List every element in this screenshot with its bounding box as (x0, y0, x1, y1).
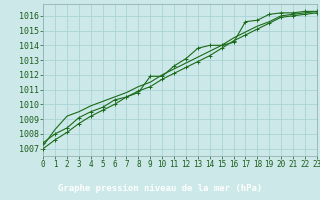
Text: Graphe pression niveau de la mer (hPa): Graphe pression niveau de la mer (hPa) (58, 184, 262, 193)
